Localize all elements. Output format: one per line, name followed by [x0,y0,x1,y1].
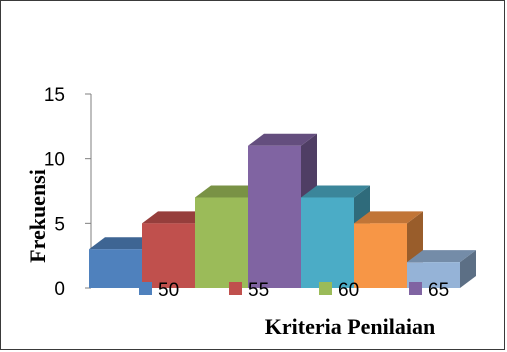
bar-front [195,197,248,288]
legend-label: 65 [428,280,449,301]
y-tick-label: 15 [44,85,65,106]
bar-top [407,250,476,263]
legend-item-50: 50 [139,280,179,301]
legend-swatch [139,282,152,295]
bar-top [354,211,423,224]
y-axis: 0 5 10 15 [44,85,92,300]
legend-swatch [319,282,332,295]
bar-top [142,211,211,224]
bars [89,133,476,288]
bar-front [301,197,354,288]
y-axis-title: Frekuensi [25,169,50,263]
bar-front [142,223,195,288]
legend-label: 60 [338,280,359,301]
legend-item-55: 55 [229,280,269,301]
bar-front [248,145,301,288]
legend-label: 50 [158,280,179,301]
legend-item-60: 60 [319,280,359,301]
y-tick-label: 10 [44,150,65,171]
legend-swatch [229,282,242,295]
legend-swatch [409,282,422,295]
legend-item-65: 65 [409,280,449,301]
bar-top [301,185,370,198]
bar-top [248,133,317,146]
x-axis-title: Kriteria Penilaian [265,314,435,339]
bar-top [89,237,158,250]
bar-front [354,223,407,288]
bar-front [89,249,142,288]
legend-label: 55 [248,280,269,301]
y-tick-label: 0 [54,279,65,300]
bar-side [460,250,476,288]
legend: 50 55 60 65 [139,280,449,301]
y-tick-label: 5 [54,214,65,235]
bar-item-7 [407,250,476,288]
bar-top [195,185,264,198]
